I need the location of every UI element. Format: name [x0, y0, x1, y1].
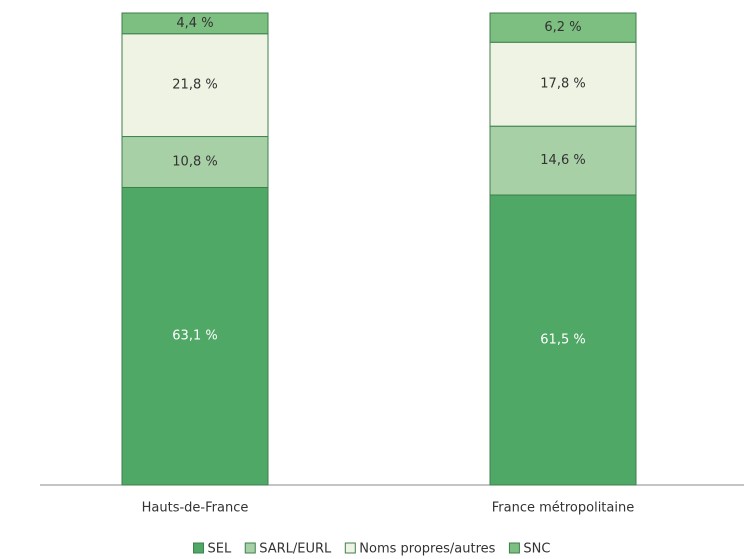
legend-swatch: [508, 542, 520, 554]
legend-label: SNC: [523, 542, 550, 557]
value-label: 21,8 %: [172, 78, 217, 93]
bar-segment: [121, 12, 269, 35]
value-label: 4,4 %: [176, 16, 213, 31]
x-tick-label: Hauts-de-France: [142, 501, 249, 516]
legend-swatch: [344, 542, 356, 554]
bar-segment: [121, 136, 269, 188]
value-label: 63,1 %: [172, 329, 217, 344]
value-label: 10,8 %: [172, 155, 217, 170]
value-label: 61,5 %: [540, 333, 585, 348]
legend-label: SARL/EURL: [259, 542, 332, 557]
value-label: 6,2 %: [544, 20, 581, 35]
bar-segment: [489, 12, 637, 43]
legend-swatch: [193, 542, 205, 554]
value-label: 17,8 %: [540, 77, 585, 92]
bar-segment: [489, 125, 637, 196]
value-label: 14,6 %: [540, 153, 585, 168]
legend-label: SEL: [208, 542, 232, 557]
bar-segment: [121, 186, 269, 486]
bar-segment: [121, 33, 269, 138]
bar-segment: [489, 194, 637, 486]
legend-label: Noms propres/autres: [359, 542, 495, 557]
x-tick-label: France métropolitaine: [492, 501, 634, 516]
bar-segment: [489, 41, 637, 127]
legend-swatch: [244, 542, 256, 554]
